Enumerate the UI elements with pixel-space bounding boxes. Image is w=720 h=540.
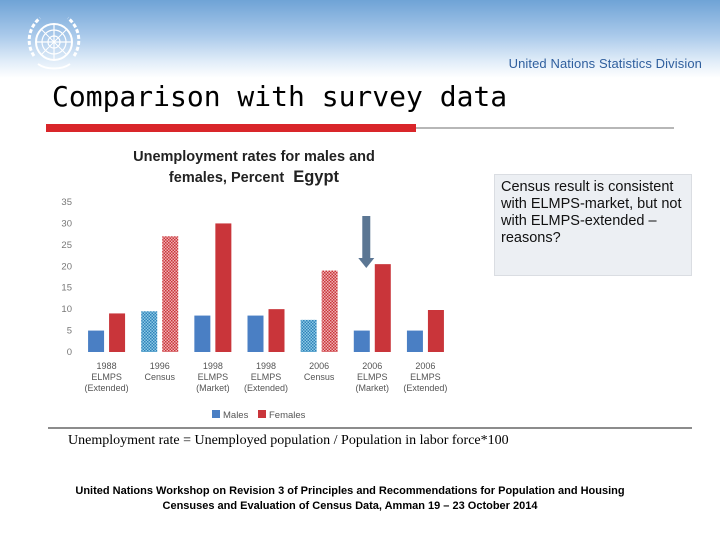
x-category-label-4: 2006 Census [304,361,335,382]
y-tick-label: 0 [67,347,72,358]
chart-title-prefix: females, Percent [169,170,284,186]
bar-females-5 [374,264,391,352]
footer-line1: United Nations Workshop on Revision 3 of… [75,485,625,497]
bar-males-3 [247,315,264,352]
formula-text: Unemployment rate = Unemployed populatio… [68,433,509,448]
bar-females-0 [109,313,126,352]
x-category-label-5: 2006 ELMPS (Market) [356,361,390,393]
bar-males-0 [88,330,105,352]
bar-males-6 [406,330,423,352]
organization-name: United Nations Statistics Division [508,56,702,71]
legend-item-females: Females [258,410,306,421]
y-tick-label: 25 [61,240,72,251]
bar-males-4 [300,319,317,352]
chart-container: Unemployment rates for males and females… [48,140,462,426]
chart-title-line1: Unemployment rates for males and [133,149,375,165]
formula-divider [48,427,692,429]
slide-title: Comparison with survey data [52,80,508,113]
highlight-arrow [358,216,375,268]
bar-females-4 [321,270,338,352]
x-category-label-1: 1996 Census [144,361,175,382]
bar-females-6 [427,310,444,352]
y-tick-label: 10 [61,304,72,315]
chart-title-line2: females, Percent Egypt [169,168,340,186]
header-band [0,0,720,78]
legend-item-males: Males [212,410,249,421]
y-tick-label: 35 [61,197,72,208]
x-category-label-6: 2006 ELMPS (Extended) [403,361,447,393]
annotation-box: Census result is consistent with ELMPS-m… [494,174,692,276]
y-tick-label: 20 [61,261,72,272]
y-tick-label: 30 [61,218,72,229]
title-divider [416,127,674,129]
bar-males-2 [194,315,211,352]
svg-text:Males: Males [223,410,249,421]
bar-females-2 [215,223,232,352]
bar-females-3 [268,309,285,352]
footer: United Nations Workshop on Revision 3 of… [40,484,660,514]
unemployment-chart: Unemployment rates for males and females… [61,149,447,421]
x-category-label-0: 1988 ELMPS (Extended) [85,361,129,393]
x-category-label-2: 1998 ELMPS (Market) [196,361,230,393]
y-tick-label: 5 [67,326,72,337]
x-category-label-3: 1998 ELMPS (Extended) [244,361,288,393]
title-accent-rule [46,124,416,132]
bar-males-1 [141,311,158,352]
footer-line2: Censuses and Evaluation of Census Data, … [162,500,538,512]
svg-text:Females: Females [269,410,306,421]
un-emblem-icon [27,16,81,70]
bar-females-1 [162,236,179,352]
bar-males-5 [353,330,370,352]
chart-title-country: Egypt [293,168,339,186]
y-tick-label: 15 [61,283,72,294]
